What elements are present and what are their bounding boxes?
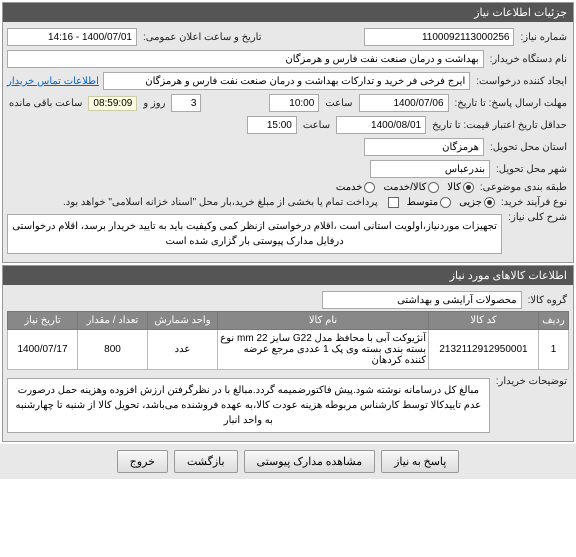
cat-goods-label: کالا — [447, 182, 461, 193]
buyer-note-label: توضیحات خریدار: — [494, 376, 569, 387]
bt-note: پرداخت تمام یا بخشی از مبلغ خرید،بار محل… — [61, 197, 380, 208]
goods-table: ردیف کد کالا نام کالا واحد شمارش تعداد /… — [7, 311, 569, 370]
validity-date-field: 1400/08/01 — [336, 116, 426, 134]
exit-button[interactable]: خروج — [117, 450, 168, 473]
panel2-body: گروه کالا: محصولات آرایشی و بهداشتی ردیف… — [3, 285, 573, 441]
requester-field: ایرج فرخی فر خرید و تدارکات بهداشت و درم… — [103, 72, 470, 90]
province-label: استان محل تحویل: — [488, 142, 569, 153]
need-no-label: شماره نیاز: — [518, 32, 569, 43]
category-label: طبقه بندی موضوعی: — [478, 182, 569, 193]
col-date: تاریخ نیاز — [8, 312, 78, 330]
reply-time-label: ساعت — [323, 98, 354, 109]
radio-icon — [364, 182, 375, 193]
remain-days: 3 — [171, 94, 201, 112]
bt-medium-label: متوسط — [407, 197, 438, 208]
treasury-checkbox[interactable] — [388, 197, 399, 208]
cell-name: آنژیوکت آبی با محافظ مدل G22 سایز 22 mm … — [218, 330, 429, 370]
radio-icon — [428, 182, 439, 193]
key-desc-label: شرح کلی نیاز: — [506, 212, 569, 223]
buyer-field: بهداشت و درمان صنعت نفت فارس و هرمزگان — [7, 50, 484, 68]
city-label: شهر محل تحویل: — [494, 164, 569, 175]
col-row: ردیف — [539, 312, 569, 330]
button-bar: پاسخ به نیاز مشاهده مدارک پیوستی بازگشت … — [0, 444, 576, 479]
goods-panel: اطلاعات کالاهای مورد نیاز گروه کالا: محص… — [2, 265, 574, 442]
category-radio-group: کالا کالا/خدمت خدمت — [336, 182, 474, 193]
announce-label: تاریخ و ساعت اعلان عمومی: — [141, 32, 264, 43]
cell-unit: عدد — [148, 330, 218, 370]
table-header-row: ردیف کد کالا نام کالا واحد شمارش تعداد /… — [8, 312, 569, 330]
cat-goods-radio[interactable]: کالا — [447, 182, 474, 193]
city-field: بندرعباس — [370, 160, 490, 178]
bt-medium-radio[interactable]: متوسط — [407, 197, 451, 208]
buyer-note-box: مبالغ کل درسامانه نوشته شود.پیش فاکتورضم… — [7, 378, 490, 433]
need-details-panel: جزئیات اطلاعات نیاز شماره نیاز: 11000921… — [2, 2, 574, 263]
buy-type-radio-group: جزیی متوسط پرداخت تمام یا بخشی از مبلغ خ… — [61, 197, 495, 208]
announce-field: 1400/07/01 - 14:16 — [7, 28, 137, 46]
radio-checked-icon — [463, 182, 474, 193]
table-row[interactable]: 1 2132112912950001 آنژیوکت آبی با محافظ … — [8, 330, 569, 370]
cat-khadamat-radio[interactable]: خدمت — [336, 182, 376, 193]
radio-checked-icon — [484, 197, 495, 208]
validity-label: حداقل تاریخ اعتبار قیمت: تا تاریخ — [430, 120, 569, 131]
panel2-header: اطلاعات کالاهای مورد نیاز — [3, 266, 573, 285]
key-desc-box: تجهیزات موردنیاز،اولویت استانی است ،اقلا… — [7, 214, 502, 254]
view-docs-button[interactable]: مشاهده مدارک پیوستی — [244, 450, 376, 473]
remain-days-label: روز و — [141, 98, 167, 109]
buyer-contact-link[interactable]: اطلاعات تماس خریدار — [7, 76, 99, 87]
col-unit: واحد شمارش — [148, 312, 218, 330]
cell-qty: 800 — [78, 330, 148, 370]
bt-minor-label: جزیی — [459, 197, 482, 208]
remain-time: 08:59:09 — [88, 96, 137, 111]
buyer-label: نام دستگاه خریدار: — [488, 54, 569, 65]
validity-time-label: ساعت — [301, 120, 332, 131]
buy-type-label: نوع فرآیند خرید: — [499, 197, 569, 208]
remain-suffix: ساعت باقی مانده — [7, 98, 84, 109]
cat-service-label: کالا/خدمت — [383, 182, 426, 193]
group-label: گروه کالا: — [526, 295, 569, 306]
col-name: نام کالا — [218, 312, 429, 330]
cat-khadamat-label: خدمت — [336, 182, 363, 193]
col-qty: تعداد / مقدار — [78, 312, 148, 330]
validity-time-field: 15:00 — [247, 116, 297, 134]
bt-minor-radio[interactable]: جزیی — [459, 197, 495, 208]
panel1-body: شماره نیاز: 1100092113000256 تاریخ و ساع… — [3, 22, 573, 262]
back-button[interactable]: بازگشت — [174, 450, 238, 473]
province-field: هرمزگان — [364, 138, 484, 156]
reply-deadline-label: مهلت ارسال پاسخ: تا تاریخ: — [453, 98, 569, 109]
radio-icon — [440, 197, 451, 208]
need-no-field: 1100092113000256 — [364, 28, 514, 46]
cell-code: 2132112912950001 — [429, 330, 539, 370]
col-code: کد کالا — [429, 312, 539, 330]
reply-date-field: 1400/07/06 — [359, 94, 449, 112]
reply-time-field: 10:00 — [269, 94, 319, 112]
cell-idx: 1 — [539, 330, 569, 370]
group-field: محصولات آرایشی و بهداشتی — [322, 291, 522, 309]
requester-label: ایجاد کننده درخواست: — [474, 76, 569, 87]
panel1-header: جزئیات اطلاعات نیاز — [3, 3, 573, 22]
cat-service-radio[interactable]: کالا/خدمت — [383, 182, 439, 193]
cell-date: 1400/07/17 — [8, 330, 78, 370]
reply-button[interactable]: پاسخ به نیاز — [381, 450, 459, 473]
